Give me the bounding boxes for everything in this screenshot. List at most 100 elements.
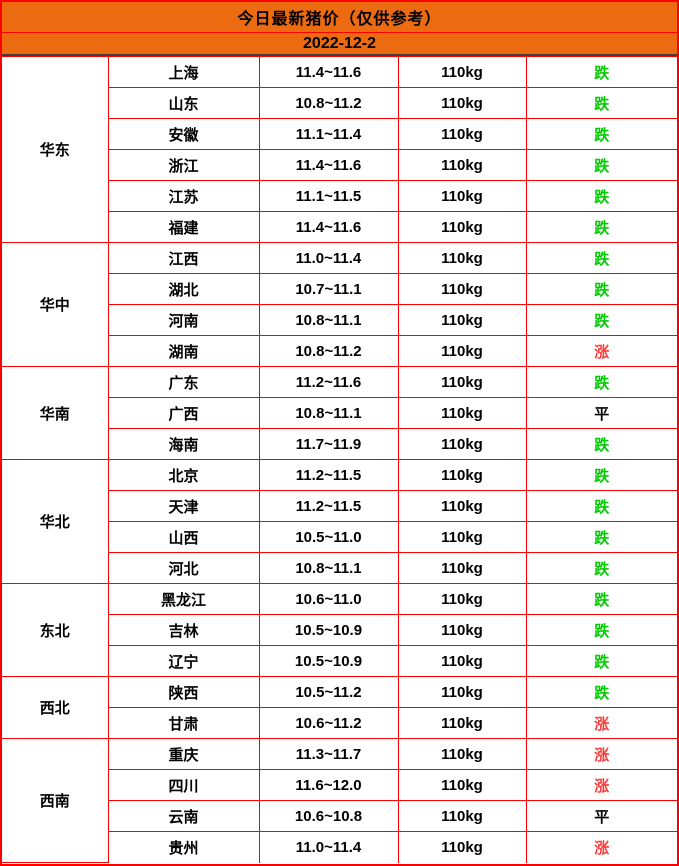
table-row: 吉林 10.5~10.9 110kg 跌: [2, 614, 677, 646]
trend-cell: 涨: [525, 335, 677, 367]
province-cell: 重庆: [107, 738, 260, 770]
trend-cell: 涨: [525, 769, 677, 801]
trend-cell: 跌: [525, 459, 677, 491]
province-cell: 河南: [108, 304, 260, 336]
province-cell: 甘肃: [108, 707, 260, 739]
price-cell: 11.0~11.4: [258, 242, 399, 274]
province-cell: 陕西: [107, 676, 260, 708]
weight-cell: 110kg: [397, 676, 527, 708]
province-cell: 山东: [108, 87, 260, 119]
weight-cell: 110kg: [397, 335, 527, 367]
weight-cell: 110kg: [397, 428, 527, 460]
price-cell: 11.4~11.6: [258, 211, 399, 243]
trend-cell: 跌: [525, 614, 677, 646]
trend-cell: 跌: [525, 366, 677, 398]
table-row: 海南 11.7~11.9 110kg 跌: [2, 428, 677, 460]
weight-cell: 110kg: [397, 521, 527, 553]
weight-cell: 110kg: [397, 490, 527, 522]
table-date: 2022-12-2: [2, 33, 677, 56]
weight-cell: 110kg: [397, 149, 527, 181]
weight-cell: 110kg: [397, 56, 527, 88]
table-row: 东北 黑龙江 10.6~11.0 110kg 跌: [2, 583, 677, 677]
table-row: 福建 11.4~11.6 110kg 跌: [2, 211, 677, 243]
price-cell: 10.7~11.1: [258, 273, 399, 305]
trend-cell: 跌: [525, 180, 677, 212]
table-row: 辽宁 10.5~10.9 110kg 跌: [2, 645, 677, 677]
price-cell: 11.2~11.5: [258, 459, 399, 491]
trend-cell: 跌: [525, 676, 677, 708]
table-row: 贵州 11.0~11.4 110kg 涨: [2, 831, 677, 863]
price-cell: 10.6~11.0: [258, 583, 399, 615]
province-cell: 上海: [107, 56, 260, 88]
province-cell: 黑龙江: [107, 583, 260, 615]
region-cell: 东北: [2, 583, 109, 677]
trend-cell: 跌: [525, 583, 677, 615]
trend-cell: 跌: [525, 304, 677, 336]
province-cell: 广东: [107, 366, 260, 398]
province-cell: 浙江: [108, 149, 260, 181]
trend-cell: 跌: [525, 211, 677, 243]
price-cell: 10.5~11.2: [258, 676, 399, 708]
province-cell: 贵州: [108, 831, 260, 863]
trend-cell: 跌: [525, 645, 677, 677]
weight-cell: 110kg: [397, 800, 527, 832]
trend-cell: 跌: [525, 118, 677, 150]
price-cell: 11.6~12.0: [258, 769, 399, 801]
price-cell: 10.8~11.1: [258, 552, 399, 584]
region-cell: 华中: [2, 242, 109, 367]
trend-cell: 跌: [525, 490, 677, 522]
province-cell: 山西: [108, 521, 260, 553]
price-cell: 10.5~10.9: [258, 614, 399, 646]
weight-cell: 110kg: [397, 645, 527, 677]
table-row: 华东 上海 11.4~11.6 110kg 跌: [2, 56, 677, 243]
trend-cell: 平: [525, 800, 677, 832]
weight-cell: 110kg: [397, 583, 527, 615]
province-cell: 天津: [108, 490, 260, 522]
weight-cell: 110kg: [397, 397, 527, 429]
price-cell: 11.4~11.6: [258, 149, 399, 181]
trend-cell: 跌: [525, 56, 677, 88]
table-row: 山西 10.5~11.0 110kg 跌: [2, 521, 677, 553]
weight-cell: 110kg: [397, 180, 527, 212]
province-cell: 河北: [108, 552, 260, 584]
province-cell: 广西: [108, 397, 260, 429]
price-cell: 11.1~11.5: [258, 180, 399, 212]
price-cell: 10.6~11.2: [258, 707, 399, 739]
trend-cell: 涨: [525, 831, 677, 863]
price-cell: 10.5~10.9: [258, 645, 399, 677]
weight-cell: 110kg: [397, 738, 527, 770]
province-cell: 辽宁: [108, 645, 260, 677]
trend-cell: 跌: [525, 149, 677, 181]
price-cell: 10.8~11.1: [258, 397, 399, 429]
province-cell: 吉林: [108, 614, 260, 646]
weight-cell: 110kg: [397, 707, 527, 739]
region-cell: 西北: [2, 676, 109, 739]
province-cell: 湖南: [108, 335, 260, 367]
table-row: 华中 江西 11.0~11.4 110kg 跌: [2, 242, 677, 367]
weight-cell: 110kg: [397, 366, 527, 398]
table-row: 西南 重庆 11.3~11.7 110kg 涨: [2, 738, 677, 863]
trend-cell: 涨: [525, 738, 677, 770]
trend-cell: 平: [525, 397, 677, 429]
table-row: 江苏 11.1~11.5 110kg 跌: [2, 180, 677, 212]
weight-cell: 110kg: [397, 118, 527, 150]
region-cell: 华南: [2, 366, 109, 460]
trend-cell: 涨: [525, 707, 677, 739]
province-cell: 湖北: [108, 273, 260, 305]
weight-cell: 110kg: [397, 211, 527, 243]
price-cell: 11.2~11.6: [258, 366, 399, 398]
price-cell: 10.8~11.1: [258, 304, 399, 336]
price-cell: 10.5~11.0: [258, 521, 399, 553]
region-cell: 华东: [2, 56, 109, 243]
province-cell: 海南: [108, 428, 260, 460]
province-cell: 福建: [108, 211, 260, 243]
trend-cell: 跌: [525, 273, 677, 305]
province-cell: 江苏: [108, 180, 260, 212]
trend-cell: 跌: [525, 428, 677, 460]
weight-cell: 110kg: [397, 87, 527, 119]
price-cell: 11.4~11.6: [258, 56, 399, 88]
table-row: 湖南 10.8~11.2 110kg 涨: [2, 335, 677, 367]
trend-cell: 跌: [525, 552, 677, 584]
region-cell: 西南: [2, 738, 109, 863]
